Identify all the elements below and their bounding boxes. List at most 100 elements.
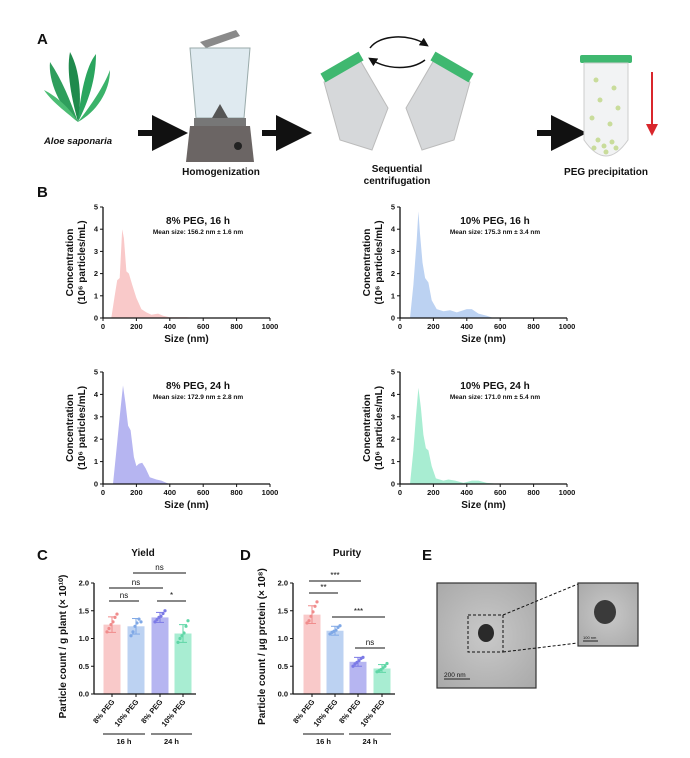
data-point [315,600,319,604]
x-tick-label: 1000 [262,322,279,331]
data-point [186,619,190,623]
panel-label-b: B [37,184,48,201]
scale-bar-main: 200 nm [444,672,466,679]
y-axis-unit: (10⁶ particles/mL) [77,386,88,470]
y-axis-label: Concentration [65,229,76,297]
y-tick-label: 2.0 [278,579,288,588]
data-point [137,617,141,621]
group-label: 24 h [164,737,179,746]
y-tick-label: 4 [391,225,396,234]
significance-label: *** [354,607,363,616]
x-tick-label: 800 [230,322,243,331]
histogram-0: 0 1 2 3 4 5 0 200 400 600 800 1000 Size (nm) Concentr… [65,203,278,346]
data-point [184,624,188,628]
bar [174,633,192,694]
zoom-line [502,642,579,653]
y-axis-unit: (10⁶ particles/mL) [374,220,385,304]
y-tick-label: 2.0 [79,579,89,588]
data-point [159,614,163,618]
y-axis-label: Concentration [65,394,76,462]
x-tick-label: 600 [494,488,507,497]
data-point [107,626,111,631]
y-axis-label: Concentration [362,394,373,462]
x-tick-label: 0 [398,322,402,331]
panel-label-d: D [240,547,251,564]
distribution-area [113,385,170,484]
y-tick-label: 5 [391,368,395,377]
x-tick-label: 200 [130,488,143,497]
y-tick-label: 0.5 [278,662,288,671]
group-label: 24 h [362,737,377,746]
y-tick-label: 2 [391,269,395,278]
y-tick-label: 1.5 [278,606,288,615]
data-point [180,634,184,638]
x-tick-label: 0 [398,488,402,497]
x-tick-label: 800 [230,488,243,497]
y-tick-label: 4 [94,225,99,234]
y-tick-label: 5 [94,368,98,377]
distribution-area [111,229,195,318]
data-point [357,659,361,663]
distribution-area [410,211,494,318]
y-tick-label: 0 [391,480,395,489]
chart-subtitle: Mean size: 171.0 nm ± 5.4 nm [450,394,540,401]
histogram-2: 0 1 2 3 4 5 0 200 400 600 800 1000 Size (nm) Concentr… [65,368,278,512]
y-tick-label: 0.0 [79,690,89,699]
y-tick-label: 1.5 [79,606,89,615]
x-axis-label: Size (nm) [461,334,505,345]
x-tick-label: 10% PEG [358,697,386,728]
data-point [105,630,109,634]
chart-subtitle: Mean size: 175.3 nm ± 3.4 nm [450,229,540,236]
data-point [182,631,186,635]
group-label: 16 h [316,737,331,746]
tem-image-inset: 100 nm [577,582,639,647]
bar [326,630,344,694]
x-tick-label: 600 [197,322,210,331]
y-axis-label: Particle count / g plant (× 10¹⁰) [58,575,69,719]
data-point [161,611,165,616]
y-axis-unit: (10⁶ particles/mL) [77,220,88,304]
bar [127,626,145,694]
chart-title: Purity [333,548,362,559]
chart-subtitle: Mean size: 156.2 nm ± 1.6 nm [153,229,243,236]
data-point [334,628,338,632]
bar [103,624,121,694]
bar [349,661,367,694]
data-point [133,624,137,628]
significance-label: ns [366,638,374,647]
x-axis-label: Size (nm) [461,500,505,511]
y-tick-label: 5 [391,203,395,212]
data-point [361,655,365,659]
y-tick-label: 3 [391,247,395,256]
x-tick-label: 400 [461,322,474,331]
chart-title: 8% PEG, 24 h [166,381,230,392]
group-label: 16 h [116,737,131,746]
y-axis-label: Particle count / μg prctein (× 10⁸) [257,568,268,725]
chart-title: 10% PEG, 16 h [460,216,529,227]
y-tick-label: 5 [94,203,98,212]
x-tick-label: 200 [130,322,143,331]
data-point [135,621,139,625]
data-point [163,609,167,613]
step-homogenization-label: Homogenization [182,167,260,178]
x-tick-label: 200 [427,488,440,497]
histogram-1: 0 1 2 3 4 5 0 200 400 600 800 1000 Size (nm) Concentr… [362,203,575,346]
blender-icon [186,30,254,162]
data-point [176,640,180,644]
distribution-area [410,387,501,484]
y-tick-label: 4 [94,390,99,399]
y-tick-label: 3 [94,412,98,421]
significance-label: ns [155,563,163,572]
y-tick-label: 3 [391,412,395,421]
panel-label-a: A [37,31,48,48]
y-tick-label: 1.0 [278,634,288,643]
step-centrifugation-label-1: Sequential [372,164,423,175]
bar [303,614,321,694]
data-point [113,615,117,620]
centrifuge-tubes-icon [320,36,474,151]
data-point [305,621,309,625]
chart-title: 8% PEG, 16 h [166,216,230,227]
y-tick-label: 1 [391,457,395,466]
x-axis-label: Size (nm) [164,500,208,511]
